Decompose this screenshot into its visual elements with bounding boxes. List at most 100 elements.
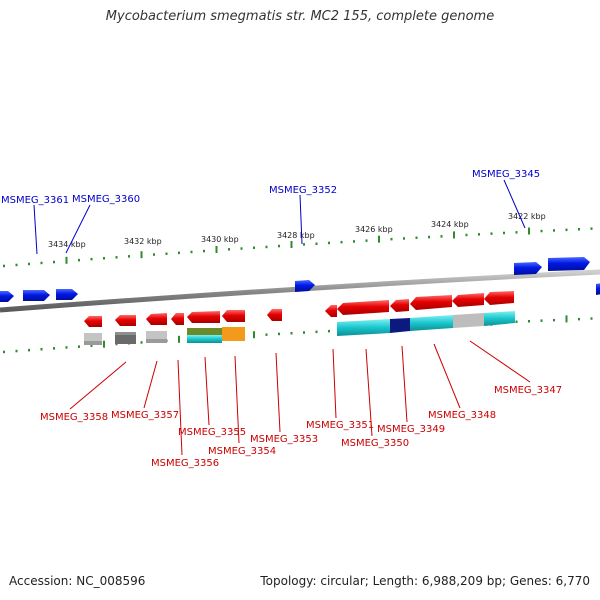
domain-track bbox=[84, 311, 515, 345]
minor-tick bbox=[228, 248, 230, 251]
minor-tick bbox=[53, 260, 55, 264]
reverse-gene-arrow[interactable] bbox=[390, 299, 409, 312]
minor-tick bbox=[190, 250, 193, 254]
domain-block[interactable] bbox=[187, 335, 222, 343]
minor-tick bbox=[465, 233, 468, 237]
minor-tick bbox=[65, 346, 68, 349]
minor-tick bbox=[3, 350, 5, 354]
minor-tick bbox=[90, 257, 93, 261]
minor-tick bbox=[40, 348, 43, 351]
reverse-gene-arrow[interactable] bbox=[187, 311, 220, 323]
minor-tick bbox=[3, 264, 5, 268]
reverse-gene-label[interactable]: MSMEG_3356 bbox=[151, 458, 219, 469]
domain-block[interactable] bbox=[453, 313, 484, 328]
callout-line bbox=[469, 340, 531, 383]
major-tick bbox=[378, 235, 380, 243]
minor-tick bbox=[415, 236, 418, 239]
kbp-label: 3426 kbp bbox=[355, 225, 393, 234]
reverse-gene-arrow[interactable] bbox=[171, 313, 184, 325]
minor-tick bbox=[265, 333, 268, 336]
forward-gene-label[interactable]: MSMEG_3361 bbox=[1, 195, 69, 206]
forward-gene-arrow[interactable] bbox=[514, 262, 542, 275]
minor-tick bbox=[203, 249, 205, 253]
forward-gene-arrow[interactable] bbox=[295, 280, 315, 292]
reverse-gene-label[interactable]: MSMEG_3353 bbox=[250, 434, 318, 445]
domain-block[interactable] bbox=[390, 318, 410, 333]
reverse-gene-label[interactable]: MSMEG_3348 bbox=[428, 410, 496, 421]
forward-gene-label[interactable]: MSMEG_3352 bbox=[269, 185, 337, 196]
forward-genes bbox=[0, 257, 600, 302]
reverse-genes bbox=[84, 291, 514, 327]
minor-tick bbox=[315, 242, 318, 245]
minor-tick bbox=[578, 317, 580, 321]
reverse-gene-arrow[interactable] bbox=[337, 300, 389, 315]
minor-tick bbox=[540, 229, 543, 233]
callout-line bbox=[204, 356, 210, 426]
minor-tick bbox=[340, 240, 343, 244]
reverse-gene-arrow[interactable] bbox=[325, 305, 337, 317]
reverse-gene-arrow[interactable] bbox=[115, 315, 136, 326]
reverse-gene-arrow[interactable] bbox=[484, 291, 514, 305]
minor-tick bbox=[278, 332, 280, 336]
domain-block[interactable] bbox=[84, 341, 102, 345]
reverse-gene-label[interactable]: MSMEG_3350 bbox=[341, 438, 409, 449]
reverse-gene-label[interactable]: MSMEG_3355 bbox=[178, 427, 246, 438]
reverse-gene-arrow[interactable] bbox=[267, 309, 282, 321]
domain-block[interactable] bbox=[115, 332, 136, 335]
forward-gene-label[interactable]: MSMEG_3345 bbox=[472, 169, 540, 180]
reverse-gene-arrow[interactable] bbox=[410, 295, 452, 310]
minor-tick bbox=[115, 342, 118, 346]
kbp-label: 3432 kbp bbox=[124, 237, 162, 246]
reverse-gene-label[interactable]: MSMEG_3357 bbox=[111, 410, 179, 421]
major-tick bbox=[253, 331, 255, 339]
minor-tick bbox=[328, 241, 330, 245]
domain-block[interactable] bbox=[222, 327, 245, 341]
domain-block[interactable] bbox=[187, 328, 222, 336]
forward-gene-arrow[interactable] bbox=[548, 257, 590, 271]
minor-tick bbox=[303, 243, 305, 246]
minor-tick bbox=[140, 341, 143, 344]
forward-gene-arrow[interactable] bbox=[23, 290, 50, 301]
reverse-gene-label[interactable]: MSMEG_3351 bbox=[306, 420, 374, 431]
reverse-gene-label[interactable]: MSMEG_3358 bbox=[40, 412, 108, 423]
major-tick bbox=[453, 231, 455, 239]
minor-tick bbox=[315, 330, 318, 334]
reverse-gene-label[interactable]: MSMEG_3349 bbox=[377, 424, 445, 435]
forward-gene-label[interactable]: MSMEG_3360 bbox=[72, 194, 140, 205]
reverse-gene-arrow[interactable] bbox=[146, 313, 167, 325]
forward-gene-arrow[interactable] bbox=[596, 283, 600, 295]
minor-tick bbox=[28, 348, 30, 352]
callout-line bbox=[365, 348, 373, 437]
minor-tick bbox=[78, 345, 80, 348]
reverse-gene-label[interactable]: MSMEG_3354 bbox=[208, 446, 276, 457]
minor-tick bbox=[553, 229, 555, 232]
genome-summary-text: Topology: circular; Length: 6,988,209 bp… bbox=[260, 574, 590, 588]
minor-tick bbox=[478, 233, 480, 236]
domain-block[interactable] bbox=[484, 311, 515, 326]
callout-line bbox=[299, 194, 303, 245]
kbp-label: 3430 kbp bbox=[201, 235, 239, 244]
minor-tick bbox=[503, 231, 505, 235]
domain-block[interactable] bbox=[410, 315, 453, 331]
minor-tick bbox=[590, 317, 593, 320]
minor-tick bbox=[265, 245, 268, 249]
reverse-gene-arrow[interactable] bbox=[452, 293, 484, 307]
callout-line bbox=[433, 343, 461, 409]
minor-tick bbox=[578, 228, 580, 231]
kbp-label: 3428 kbp bbox=[277, 231, 315, 240]
major-tick bbox=[178, 335, 180, 343]
reverse-gene-label[interactable]: MSMEG_3347 bbox=[494, 385, 562, 396]
forward-gene-arrow[interactable] bbox=[56, 289, 78, 300]
minor-tick bbox=[290, 332, 293, 335]
reverse-gene-arrow[interactable] bbox=[222, 310, 245, 322]
callout-line bbox=[275, 352, 281, 433]
major-tick bbox=[565, 315, 568, 323]
forward-gene-arrow[interactable] bbox=[0, 291, 14, 302]
minor-tick bbox=[128, 255, 130, 258]
minor-tick bbox=[440, 235, 443, 238]
minor-tick bbox=[565, 228, 568, 232]
domain-block[interactable] bbox=[337, 319, 390, 336]
domain-block[interactable] bbox=[146, 339, 167, 343]
reverse-gene-arrow[interactable] bbox=[84, 316, 102, 327]
genome-title: Mycobacterium smegmatis str. MC2 155, co… bbox=[105, 9, 495, 24]
